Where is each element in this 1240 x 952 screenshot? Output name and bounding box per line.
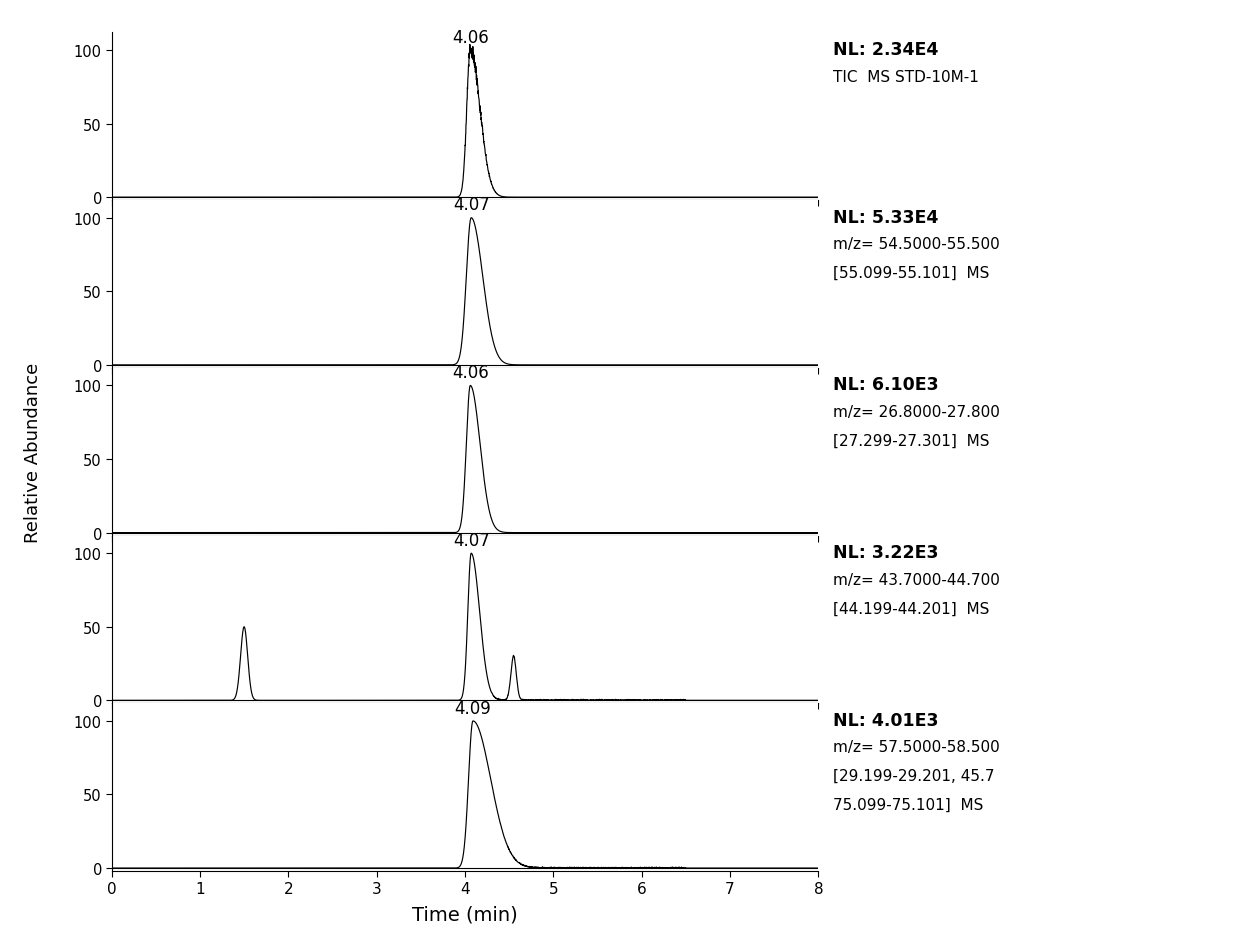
Text: NL: 2.34E4: NL: 2.34E4 [833,41,939,59]
Text: 4.09: 4.09 [455,699,491,717]
Text: 4.06: 4.06 [451,29,489,47]
Text: m/z= 43.7000-44.700: m/z= 43.7000-44.700 [833,572,1001,587]
Text: 4.06: 4.06 [451,364,489,382]
Text: m/z= 54.5000-55.500: m/z= 54.5000-55.500 [833,237,999,252]
Text: NL: 4.01E3: NL: 4.01E3 [833,711,939,729]
Text: NL: 5.33E4: NL: 5.33E4 [833,208,939,227]
Text: TIC  MS STD-10M-1: TIC MS STD-10M-1 [833,69,980,85]
Text: [29.199-29.201, 45.7: [29.199-29.201, 45.7 [833,768,994,783]
Text: m/z= 57.5000-58.500: m/z= 57.5000-58.500 [833,740,999,755]
Text: [27.299-27.301]  MS: [27.299-27.301] MS [833,433,990,448]
Text: [44.199-44.201]  MS: [44.199-44.201] MS [833,601,990,616]
Text: Relative Abundance: Relative Abundance [25,362,42,543]
Text: 4.07: 4.07 [453,196,490,214]
Text: NL: 6.10E3: NL: 6.10E3 [833,376,939,394]
Text: NL: 3.22E3: NL: 3.22E3 [833,544,939,562]
Text: 75.099-75.101]  MS: 75.099-75.101] MS [833,797,983,812]
Text: [55.099-55.101]  MS: [55.099-55.101] MS [833,266,990,281]
Text: 4.07: 4.07 [453,531,490,549]
Text: m/z= 26.8000-27.800: m/z= 26.8000-27.800 [833,405,1001,420]
X-axis label: Time (min): Time (min) [412,904,518,923]
